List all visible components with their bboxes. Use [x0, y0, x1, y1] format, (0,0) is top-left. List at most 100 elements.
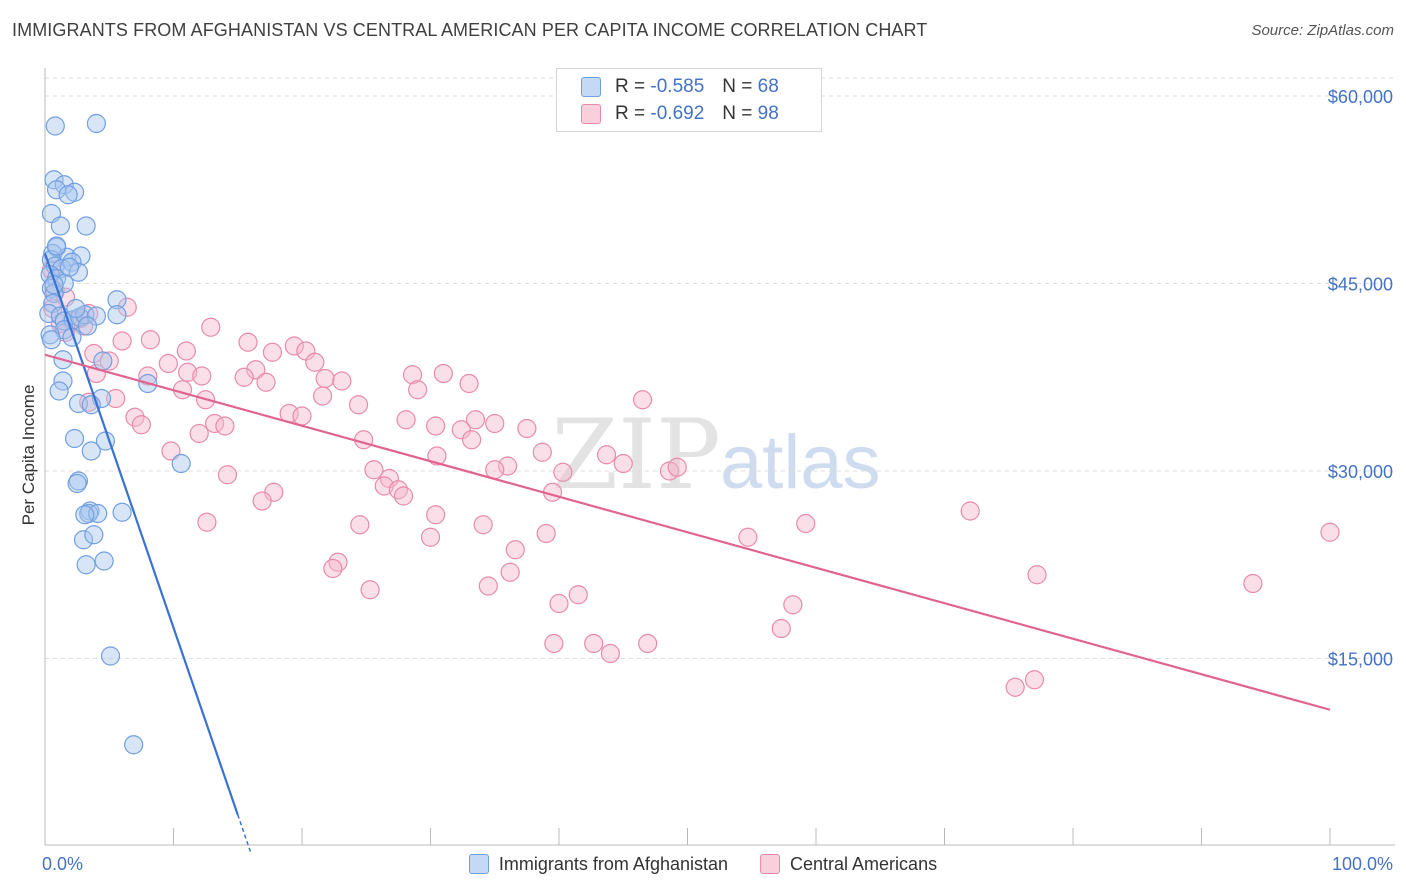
data-point-central-americans: [738, 527, 758, 547]
data-point-central-americans: [234, 367, 254, 387]
data-point-central-americans: [192, 366, 212, 386]
data-point-central-americans: [112, 331, 132, 351]
data-point-central-americans: [131, 415, 151, 435]
data-point-afghanistan: [75, 505, 95, 525]
data-point-central-americans: [584, 633, 604, 654]
data-point-central-americans: [374, 476, 394, 496]
data-point-afghanistan: [49, 381, 69, 401]
data-point-afghanistan: [76, 555, 96, 575]
data-point-central-americans: [426, 505, 446, 525]
legend-row-central-americans: R = -0.692 N = 98: [581, 103, 779, 125]
y-tick-label: $15,000: [1328, 650, 1393, 670]
data-point-central-americans: [408, 380, 428, 400]
data-point-central-americans: [246, 360, 266, 380]
data-point-central-americans: [549, 593, 569, 614]
series-legend-item-afghanistan: Immigrants from Afghanistan: [468, 853, 729, 875]
data-point-central-americans: [138, 366, 158, 386]
data-point-afghanistan: [39, 303, 59, 324]
data-point-central-americans: [1005, 677, 1025, 697]
series-legend-label: Immigrants from Afghanistan: [498, 853, 729, 874]
data-point-afghanistan: [76, 216, 96, 236]
series-central-americans: [41, 260, 1340, 697]
data-point-afghanistan: [73, 530, 94, 550]
chart-source: Source: ZipAtlas.com: [1251, 22, 1394, 39]
data-point-central-americans: [328, 552, 348, 572]
data-point-central-americans: [106, 388, 126, 409]
data-point-afghanistan: [86, 113, 107, 134]
data-point-afghanistan: [41, 330, 62, 350]
data-point-afghanistan: [59, 257, 80, 277]
series-legend-swatch-pink: [760, 854, 781, 874]
data-point-afghanistan: [171, 453, 191, 474]
data-point-central-americans: [176, 341, 196, 361]
data-point-central-americans: [638, 633, 658, 654]
data-point-central-americans: [189, 423, 209, 444]
x-tick-label-min: 0.0%: [42, 854, 83, 874]
data-point-afghanistan: [62, 252, 82, 272]
data-point-afghanistan: [44, 275, 64, 295]
legend-n-label: N =: [722, 76, 753, 97]
data-point-central-americans: [238, 332, 258, 352]
data-point-central-americans: [532, 442, 552, 462]
series-legend-label: Central Americans: [790, 853, 938, 874]
data-point-afghanistan: [68, 262, 89, 282]
data-point-central-americans: [771, 618, 791, 639]
data-point-central-americans: [427, 446, 447, 466]
data-point-central-americans: [600, 643, 621, 664]
data-point-central-americans: [86, 363, 107, 384]
data-point-afghanistan: [112, 502, 132, 522]
data-point-central-americans: [517, 418, 537, 439]
data-point-central-americans: [99, 351, 119, 371]
y-tick-label: $60,000: [1328, 87, 1393, 107]
data-point-central-americans: [350, 515, 370, 535]
x-tick-labels: 0.0% 100.0%: [42, 854, 1393, 874]
data-point-afghanistan: [84, 525, 104, 545]
data-point-central-americans: [544, 633, 564, 654]
data-point-central-americans: [433, 363, 453, 384]
data-point-afghanistan: [58, 185, 78, 205]
data-point-central-americans: [262, 342, 283, 362]
data-point-central-americans: [960, 501, 980, 521]
data-point-central-americans: [465, 410, 486, 430]
data-point-afghanistan: [53, 371, 73, 391]
data-point-afghanistan: [100, 646, 121, 666]
legend-r-value: -0.585: [650, 76, 705, 97]
data-point-central-americans: [420, 527, 441, 547]
data-point-central-americans: [354, 430, 374, 450]
data-point-afghanistan: [77, 316, 98, 336]
legend-swatch-pink: [581, 104, 601, 124]
series-legend-item-central-americans: Central Americans: [760, 854, 937, 875]
y-axis-label: Per Capita Income: [19, 385, 38, 526]
data-point-central-americans: [568, 585, 588, 605]
data-point-central-americans: [796, 513, 816, 534]
data-point-central-americans: [473, 515, 493, 535]
data-point-afghanistan: [50, 216, 71, 236]
y-tick-labels: $15,000 $30,000 $45,000 $60,000: [1328, 87, 1393, 670]
data-point-central-americans: [348, 395, 369, 415]
data-point-central-americans: [393, 486, 414, 506]
data-point-central-americans: [478, 576, 498, 596]
chart-title: IMMIGRANTS FROM AFGHANISTAN VS CENTRAL A…: [12, 20, 928, 40]
data-point-central-americans: [783, 595, 803, 615]
watermark: ZIP atlas: [551, 399, 880, 511]
data-point-afghanistan: [93, 351, 113, 371]
data-point-central-americans: [451, 420, 471, 440]
data-point-central-americans: [505, 540, 525, 560]
data-point-central-americans: [79, 392, 99, 412]
data-point-central-americans: [178, 362, 198, 382]
data-point-central-americans: [485, 413, 505, 434]
data-point-central-americans: [312, 386, 333, 406]
data-point-central-americans: [197, 512, 217, 532]
legend-r-label: R =: [615, 103, 646, 124]
data-point-central-americans: [498, 456, 518, 476]
data-point-central-americans: [332, 371, 352, 391]
axes: [44, 68, 1395, 846]
series-legend-swatch-blue: [468, 854, 489, 874]
trend-lines: [43, 253, 1331, 853]
y-tick-label: $45,000: [1328, 275, 1393, 295]
trend-line-afghanistan: [43, 253, 239, 816]
data-point-central-americans: [388, 480, 408, 500]
data-point-central-americans: [125, 407, 145, 427]
series-legend: Immigrants from Afghanistan Central Amer…: [0, 852, 1406, 876]
